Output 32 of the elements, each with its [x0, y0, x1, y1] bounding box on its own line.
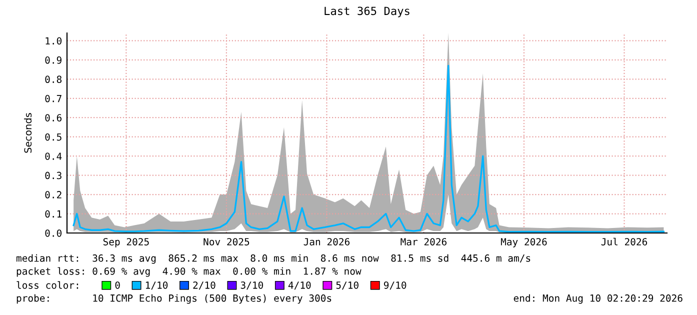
x-tick-label: Jan 2026 [304, 238, 350, 246]
legend-label: 5/10 [336, 281, 358, 290]
x-tick-label: Jul 2026 [601, 238, 648, 246]
y-tick-label: 0.0 [45, 230, 62, 237]
text: median rtt: 36.3 ms avg 865.2 ms max 8.0 ms min 8.6 ms now 81.5 ms sd 445.6 m am/s [16, 254, 530, 264]
y-tick-label: 0.5 [45, 133, 62, 141]
legend-label: 0 [115, 281, 120, 289]
x-tick-label: Nov 2025 [204, 238, 250, 246]
y-tick-label: 0.9 [45, 56, 62, 64]
legend-label: 1/10 [146, 281, 168, 290]
x-tick-label: May 2026 [500, 238, 547, 248]
y-tick-label: 1.0 [46, 37, 62, 45]
legend-label: 3/10 [240, 281, 264, 290]
y-tick-label: 0.2 [45, 191, 62, 198]
text: packet loss: 0.69 % avg 4.90 % max 0.00 % min 1.87 % now [16, 267, 362, 277]
y-axis-title: Seconds [24, 113, 32, 153]
y-tick-label: 0.4 [45, 152, 62, 160]
line-series [72, 64, 665, 233]
legend-label: 4/10 [288, 281, 311, 290]
y-tick-label: 0.8 [45, 76, 62, 84]
y-tick-label: 0.7 [45, 94, 62, 102]
y-tick-label: 0.1 [45, 210, 62, 218]
x-tick-label: Sep 2025 [103, 238, 149, 248]
text: probe: 10 ICMP Echo Pings (500 Bytes) every 300s [16, 294, 332, 304]
chart-title: Last 365 Days [324, 6, 410, 18]
legend-title: loss color: [16, 281, 78, 289]
y-tick-label: 0.6 [45, 114, 62, 122]
x-tick-label: Mar 2026 [400, 238, 446, 246]
legend-label: 2/10 [193, 281, 216, 290]
text: end: Mon Aug 10 02:20:29 2026 [514, 294, 682, 304]
y-tick-label: 0.3 [45, 172, 62, 180]
legend-label: 9/10 [384, 281, 406, 290]
